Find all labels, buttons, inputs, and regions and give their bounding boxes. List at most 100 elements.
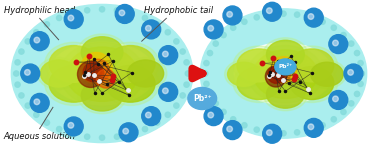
Text: Aqueous solution: Aqueous solution bbox=[4, 132, 76, 141]
Ellipse shape bbox=[155, 120, 160, 125]
Ellipse shape bbox=[49, 46, 98, 82]
Ellipse shape bbox=[143, 15, 147, 21]
Ellipse shape bbox=[119, 123, 138, 142]
Ellipse shape bbox=[221, 109, 226, 115]
Ellipse shape bbox=[101, 42, 160, 86]
Ellipse shape bbox=[56, 126, 62, 132]
Ellipse shape bbox=[165, 112, 170, 117]
Ellipse shape bbox=[304, 8, 323, 27]
Ellipse shape bbox=[115, 5, 134, 23]
Ellipse shape bbox=[281, 131, 286, 136]
Ellipse shape bbox=[180, 49, 185, 54]
Ellipse shape bbox=[237, 67, 281, 100]
Ellipse shape bbox=[114, 134, 119, 139]
Ellipse shape bbox=[40, 60, 77, 87]
Ellipse shape bbox=[320, 19, 325, 24]
Ellipse shape bbox=[96, 69, 115, 88]
Text: Hydrophobic tail: Hydrophobic tail bbox=[144, 6, 213, 15]
Ellipse shape bbox=[99, 135, 105, 140]
Ellipse shape bbox=[25, 39, 30, 44]
Ellipse shape bbox=[308, 124, 314, 130]
Ellipse shape bbox=[81, 37, 123, 68]
Ellipse shape bbox=[49, 65, 98, 102]
Ellipse shape bbox=[223, 6, 242, 25]
Ellipse shape bbox=[225, 60, 263, 88]
Ellipse shape bbox=[15, 82, 20, 87]
Ellipse shape bbox=[270, 57, 297, 83]
Ellipse shape bbox=[142, 126, 147, 132]
Ellipse shape bbox=[57, 15, 62, 21]
Ellipse shape bbox=[341, 32, 346, 38]
Ellipse shape bbox=[266, 8, 272, 14]
Ellipse shape bbox=[30, 32, 49, 51]
Ellipse shape bbox=[34, 37, 40, 43]
Ellipse shape bbox=[30, 93, 49, 112]
Ellipse shape bbox=[267, 12, 273, 17]
Ellipse shape bbox=[45, 62, 103, 106]
Ellipse shape bbox=[45, 42, 103, 86]
Ellipse shape bbox=[294, 130, 300, 135]
Ellipse shape bbox=[263, 124, 282, 143]
Ellipse shape bbox=[263, 77, 308, 111]
Ellipse shape bbox=[15, 60, 20, 65]
Ellipse shape bbox=[159, 46, 178, 65]
Ellipse shape bbox=[213, 41, 218, 46]
Ellipse shape bbox=[163, 88, 168, 94]
Ellipse shape bbox=[68, 15, 74, 21]
Ellipse shape bbox=[207, 50, 212, 56]
Ellipse shape bbox=[227, 126, 232, 132]
Ellipse shape bbox=[233, 46, 285, 85]
Ellipse shape bbox=[163, 51, 168, 57]
Ellipse shape bbox=[81, 52, 112, 84]
Ellipse shape bbox=[184, 60, 189, 65]
Ellipse shape bbox=[329, 91, 348, 109]
Ellipse shape bbox=[85, 134, 90, 139]
Ellipse shape bbox=[265, 66, 287, 87]
Ellipse shape bbox=[204, 60, 209, 66]
Ellipse shape bbox=[81, 80, 123, 111]
Ellipse shape bbox=[159, 82, 178, 101]
Ellipse shape bbox=[34, 99, 40, 105]
Ellipse shape bbox=[231, 117, 236, 122]
Ellipse shape bbox=[188, 87, 217, 110]
Ellipse shape bbox=[344, 64, 363, 83]
Ellipse shape bbox=[34, 112, 39, 117]
Ellipse shape bbox=[204, 107, 223, 126]
Ellipse shape bbox=[263, 2, 282, 21]
Ellipse shape bbox=[308, 60, 346, 88]
Ellipse shape bbox=[254, 15, 259, 20]
Ellipse shape bbox=[25, 103, 30, 108]
Ellipse shape bbox=[106, 46, 155, 82]
Ellipse shape bbox=[127, 60, 164, 87]
Ellipse shape bbox=[83, 63, 102, 81]
Ellipse shape bbox=[308, 127, 313, 132]
Ellipse shape bbox=[146, 25, 151, 31]
Ellipse shape bbox=[19, 49, 24, 54]
Ellipse shape bbox=[99, 7, 105, 12]
Ellipse shape bbox=[77, 34, 127, 70]
Ellipse shape bbox=[355, 91, 360, 97]
Ellipse shape bbox=[331, 117, 336, 122]
Ellipse shape bbox=[308, 15, 313, 20]
Ellipse shape bbox=[233, 64, 285, 102]
Ellipse shape bbox=[77, 77, 127, 114]
Ellipse shape bbox=[114, 8, 119, 13]
Ellipse shape bbox=[237, 49, 281, 82]
Ellipse shape bbox=[221, 32, 226, 38]
Ellipse shape bbox=[348, 70, 353, 75]
Ellipse shape bbox=[290, 49, 334, 82]
Ellipse shape bbox=[146, 112, 151, 118]
Ellipse shape bbox=[333, 96, 338, 102]
Ellipse shape bbox=[311, 62, 343, 86]
Ellipse shape bbox=[77, 61, 104, 87]
Ellipse shape bbox=[44, 120, 50, 125]
Text: Hydrophilic head: Hydrophilic head bbox=[4, 6, 75, 15]
Ellipse shape bbox=[266, 130, 272, 136]
Ellipse shape bbox=[320, 123, 325, 128]
Ellipse shape bbox=[227, 11, 232, 17]
Ellipse shape bbox=[231, 25, 236, 30]
Ellipse shape bbox=[272, 63, 291, 82]
Ellipse shape bbox=[358, 60, 363, 66]
Ellipse shape bbox=[254, 127, 259, 132]
Ellipse shape bbox=[155, 22, 160, 27]
